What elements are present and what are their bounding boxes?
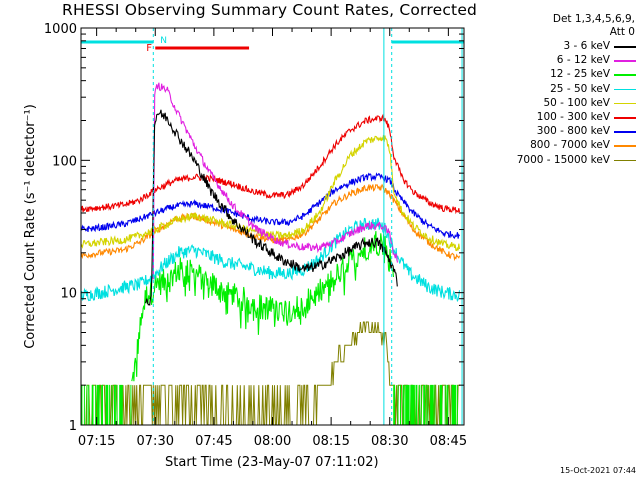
plot-frame <box>80 27 465 426</box>
series-line-5 <box>81 113 461 215</box>
y-tick-label-1: 10 <box>60 287 77 302</box>
legend-label: 12 - 25 keV <box>550 68 610 81</box>
series-layer <box>81 82 461 425</box>
legend-entry: 25 - 50 keV <box>478 82 638 96</box>
legend-label: 800 - 7000 keV <box>530 139 610 152</box>
flag-layer: NF <box>81 28 464 425</box>
x-tick-label-6: 08:45 <box>430 434 467 449</box>
legend-label: 3 - 6 keV <box>563 40 610 52</box>
legend-label: 300 - 800 keV <box>536 125 610 138</box>
series-line-4 <box>81 134 461 252</box>
x-tick-label-1: 07:30 <box>137 434 174 449</box>
series-line-8 <box>81 321 461 425</box>
legend-label: 7000 - 15000 keV <box>516 153 610 166</box>
legend-entry: 300 - 800 keV <box>478 124 638 138</box>
legend-swatch <box>614 116 636 119</box>
legend-header-line-1: Det 1,3,4,5,6,9, <box>552 13 635 25</box>
y-tick-label-3: 1000 <box>44 22 77 37</box>
legend-entry: 3 - 6 keV <box>478 39 638 53</box>
legend-swatch <box>614 102 636 105</box>
legend-swatch <box>614 159 636 162</box>
series-line-0 <box>144 109 398 306</box>
chart-title: RHESSI Observing Summary Count Rates, Co… <box>62 1 478 19</box>
legend-swatch <box>614 145 636 147</box>
series-line-2 <box>131 231 395 382</box>
legend-entries: 3 - 6 keV 6 - 12 keV 12 - 25 keV 25 - 50 ke… <box>478 39 638 167</box>
night-label: N <box>160 36 167 46</box>
series-line-1 <box>152 82 398 280</box>
x-tick-label-0: 07:15 <box>78 434 115 449</box>
legend-label: 50 - 100 keV <box>543 96 610 109</box>
flare-label: F <box>146 43 152 54</box>
legend-header-line-2: Att 0 <box>609 26 635 38</box>
x-axis-label: Start Time (23-May-07 07:11:02) <box>165 455 379 470</box>
legend-entry: 7000 - 15000 keV <box>478 153 638 167</box>
legend-entry: 800 - 7000 keV <box>478 138 638 152</box>
legend-entry: 12 - 25 keV <box>478 67 638 81</box>
y-axis-label: Corrected Count Rate (s⁻¹ detector⁻¹) <box>23 104 38 349</box>
legend-entry: 6 - 12 keV <box>478 53 638 67</box>
legend-entry: 50 - 100 keV <box>478 96 638 110</box>
y-tick-label-0: 1 <box>69 419 77 434</box>
timestamp: 15-Oct-2021 07:44 <box>560 466 636 475</box>
legend-label: 6 - 12 keV <box>556 54 610 67</box>
x-tick-label-3: 08:00 <box>254 434 291 449</box>
series-line-6 <box>81 172 460 239</box>
axes: 07:15 07:30 07:45 08:00 08:15 08:30 08:45 1 10 10… <box>23 22 467 449</box>
legend-entry: 100 - 300 keV <box>478 110 638 124</box>
series-line-3 <box>81 217 461 303</box>
legend-swatch <box>614 46 636 48</box>
legend-swatch <box>614 131 636 133</box>
legend-label: 25 - 50 keV <box>550 82 610 95</box>
legend-swatch <box>614 74 636 76</box>
legend-swatch <box>614 88 636 91</box>
x-tick-label-4: 08:15 <box>312 434 349 449</box>
legend-swatch <box>614 60 636 62</box>
x-tick-label-2: 07:45 <box>195 434 232 449</box>
legend: Det 1,3,4,5,6,9, Att 0 3 - 6 keV 6 - 12 k… <box>478 13 638 167</box>
x-tick-label-5: 08:30 <box>371 434 408 449</box>
y-tick-label-2: 100 <box>52 154 77 169</box>
legend-label: 100 - 300 keV <box>536 110 610 123</box>
